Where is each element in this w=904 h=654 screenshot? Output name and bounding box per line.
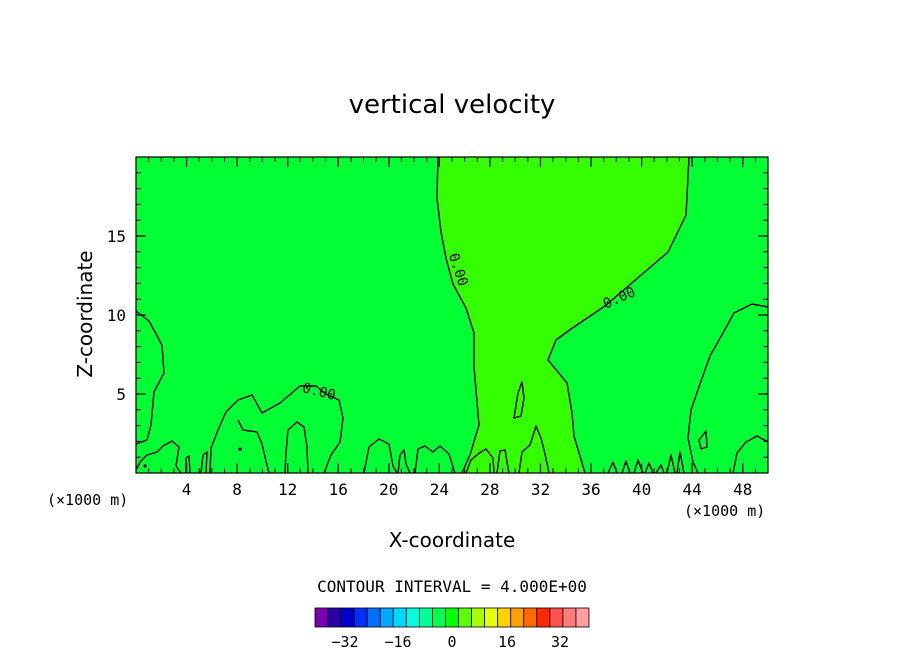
colorbar-tick-label: 32 [551,633,569,651]
contour-line-7 [284,421,309,474]
contour-dot-1 [238,447,242,451]
x-unit-left: (×1000 m) [47,491,128,509]
x-tick-label: 40 [632,480,651,499]
colorbar-swatch-18 [536,607,551,628]
contour-label-3: 0.00 [301,380,338,404]
x-tick-label: 20 [379,480,398,499]
colorbar-swatch-1 [314,607,329,628]
colorbar-swatch-10 [432,607,446,628]
colorbar-swatch-20 [562,607,577,628]
contour-line-4 [687,303,769,474]
colorbar-swatch-2 [327,607,342,628]
y-tick-label: 15 [107,227,126,246]
colorbar-swatch-11 [445,607,459,628]
contour-interval-text: CONTOUR INTERVAL = 4.000E+00 [317,577,587,596]
contour-line-6 [237,419,270,474]
colorbar-swatch-15 [497,607,512,628]
contour-dot-2 [143,464,147,468]
contour-line-10 [200,451,208,474]
x-tick-label: 36 [581,480,600,499]
colorbar-swatch-19 [549,607,564,628]
x-tick-label: 16 [329,480,348,499]
contour-line-24 [655,464,665,474]
contour-line-17 [513,381,525,419]
x-tick-label: 24 [430,480,449,499]
contour-line-19 [732,435,769,474]
contour-line-11 [363,438,398,474]
x-tick-label: 28 [480,480,499,499]
contour-line-23 [644,462,654,474]
colorbar-swatch-5 [366,607,381,628]
colorbar-swatch-3 [340,607,355,628]
colorbar-swatch-12 [458,607,472,628]
contour-line-12 [397,449,411,474]
contour-line-14 [465,448,495,474]
contour-line-8 [135,440,182,474]
colorbar-swatch-14 [484,607,499,628]
y-tick-label: 10 [107,306,126,325]
colorbar-tick-label: −16 [384,633,411,651]
x-tick-label: 48 [733,480,752,499]
chart-title: vertical velocity [349,90,556,120]
x-axis-label: X-coordinate [389,528,516,552]
updraft-region [437,157,689,473]
x-tick-label: 32 [531,480,550,499]
contour-line-16 [518,425,550,474]
contour-line-2 [547,156,690,474]
contour-line-26 [676,451,685,474]
colorbar-swatch-13 [471,607,486,628]
colorbar-swatch-9 [418,607,433,628]
colorbar-swatch-16 [510,607,525,628]
x-tick-label: 44 [683,480,702,499]
contour-line-15 [496,449,510,474]
colorbar-swatch-8 [405,607,420,628]
y-tick-label: 5 [116,385,126,404]
contour-line-18 [698,430,708,450]
colorbar-tick-label: 0 [447,633,456,651]
colorbar-swatch-6 [379,607,394,628]
contour-line-25 [666,454,676,474]
contour-line-3 [135,310,165,445]
x-tick-label: 8 [232,480,242,499]
contour-line-13 [414,445,456,474]
colorbar-swatch-21 [575,607,590,628]
contour-line-5 [209,385,344,474]
colorbar-swatch-17 [523,607,538,628]
colorbar-tick-label: −32 [331,633,358,651]
x-unit-right: (×1000 m) [684,502,765,520]
colorbar-swatch-7 [392,607,407,628]
x-tick-label: 4 [182,480,192,499]
y-axis-label: Z-coordinate [73,250,97,377]
plot-area: 0.000.000.00 [135,156,769,474]
colorbar-swatch-4 [353,607,368,628]
colorbar-tick-label: 16 [498,633,516,651]
contour-line-1 [436,156,480,474]
contour-line-20 [607,461,618,474]
x-tick-label: 12 [278,480,297,499]
